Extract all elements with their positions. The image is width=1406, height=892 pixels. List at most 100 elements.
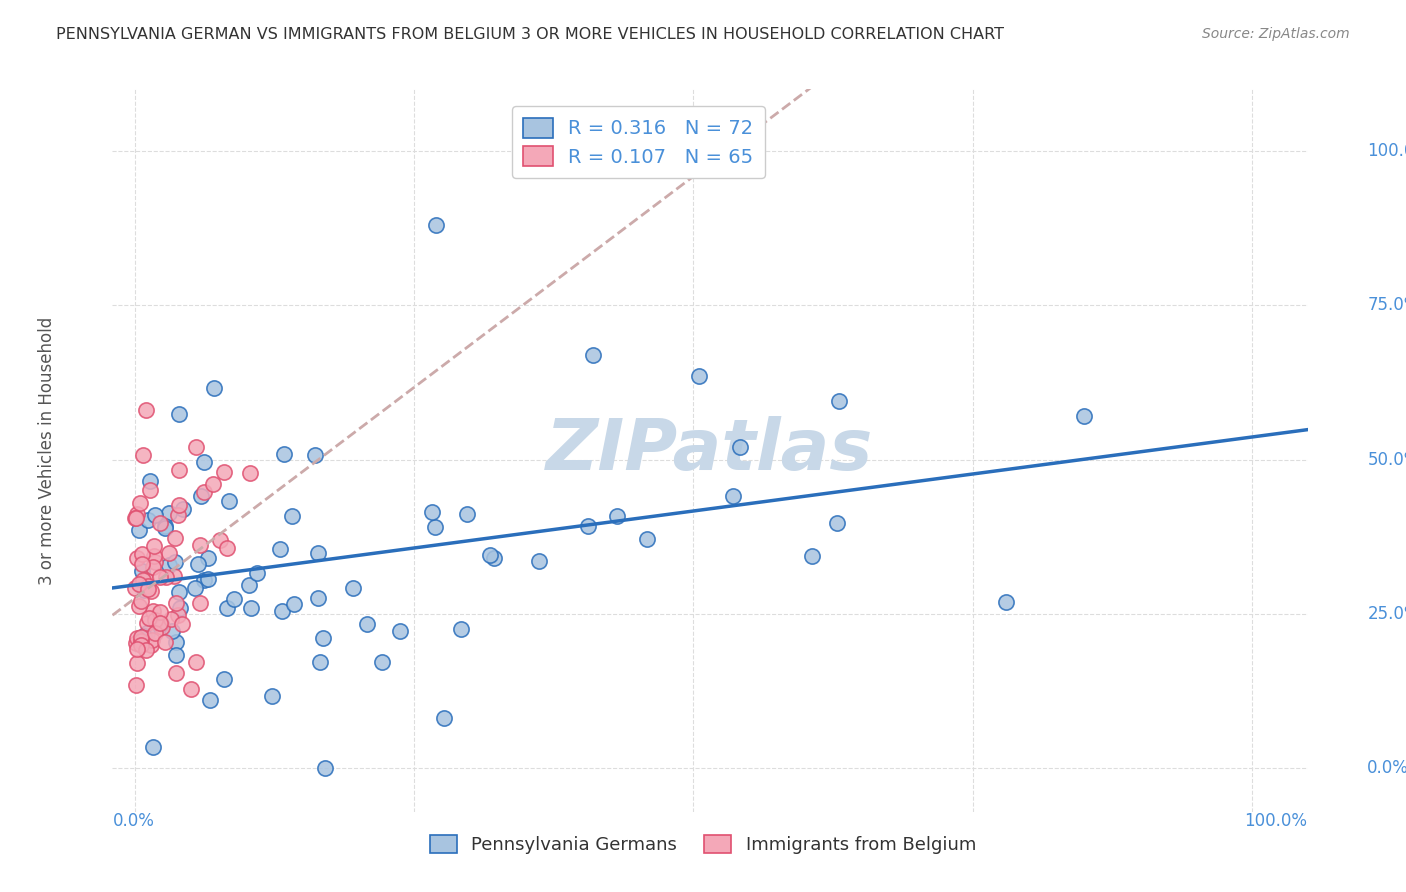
Point — [172, 502, 194, 516]
Point — [139, 474, 162, 488]
Point — [356, 616, 378, 631]
Point — [186, 441, 208, 455]
Point — [371, 655, 394, 669]
Point — [165, 596, 187, 610]
Point — [149, 605, 172, 619]
Point — [125, 656, 148, 670]
Point — [131, 558, 153, 572]
Point — [135, 573, 157, 587]
Point — [135, 625, 157, 640]
Point — [153, 519, 176, 533]
Point — [165, 635, 187, 649]
Point — [135, 403, 157, 417]
Point — [825, 516, 848, 530]
Point — [170, 617, 193, 632]
Point — [193, 573, 215, 587]
Point — [388, 624, 411, 638]
Point — [129, 630, 152, 644]
Text: PENNSYLVANIA GERMAN VS IMMIGRANTS FROM BELGIUM 3 OR MORE VEHICLES IN HOUSEHOLD C: PENNSYLVANIA GERMAN VS IMMIGRANTS FROM B… — [56, 27, 1004, 42]
Point — [127, 631, 149, 645]
Point — [149, 616, 172, 631]
Point — [184, 581, 207, 595]
Point — [188, 538, 211, 552]
Text: 3 or more Vehicles in Household: 3 or more Vehicles in Household — [38, 317, 56, 584]
Point — [136, 579, 159, 593]
Point — [606, 508, 628, 523]
Text: 0.0%: 0.0% — [112, 812, 155, 830]
Point — [169, 498, 191, 512]
Point — [157, 545, 180, 559]
Point — [169, 600, 191, 615]
Point — [153, 635, 176, 649]
Point — [212, 672, 235, 686]
Point — [139, 584, 162, 599]
Point — [271, 604, 294, 618]
Text: 25.0%: 25.0% — [1368, 605, 1406, 624]
Point — [304, 448, 326, 462]
Point — [482, 550, 505, 565]
Point — [138, 611, 160, 625]
Point — [143, 625, 166, 640]
Point — [165, 555, 187, 569]
Point — [125, 510, 148, 524]
Point — [828, 394, 851, 409]
Point — [163, 569, 186, 583]
Point — [582, 348, 605, 362]
Point — [136, 582, 159, 596]
Point — [141, 632, 163, 647]
Point — [135, 643, 157, 657]
Point — [215, 541, 238, 556]
Point — [128, 523, 150, 537]
Point — [162, 624, 184, 639]
Text: 75.0%: 75.0% — [1368, 296, 1406, 314]
Point — [136, 615, 159, 630]
Point — [239, 467, 262, 481]
Point — [307, 591, 329, 605]
Point — [139, 483, 162, 497]
Point — [138, 513, 160, 527]
Text: Source: ZipAtlas.com: Source: ZipAtlas.com — [1202, 27, 1350, 41]
Point — [281, 509, 304, 524]
Point — [238, 577, 260, 591]
Point — [166, 607, 188, 622]
Point — [169, 407, 191, 421]
Point — [149, 570, 172, 584]
Point — [576, 519, 599, 533]
Point — [308, 655, 330, 669]
Text: 100.0%: 100.0% — [1368, 142, 1406, 160]
Point — [150, 620, 173, 634]
Point — [143, 555, 166, 569]
Point — [208, 533, 231, 547]
Point — [180, 682, 202, 697]
Point — [143, 613, 166, 627]
Point — [342, 581, 364, 595]
Point — [143, 549, 166, 564]
Point — [124, 636, 146, 650]
Point — [149, 516, 172, 530]
Point — [801, 549, 824, 563]
Point — [273, 447, 295, 461]
Point — [197, 550, 219, 565]
Point — [165, 531, 187, 545]
Point — [125, 678, 148, 692]
Point — [456, 507, 478, 521]
Point — [527, 554, 550, 568]
Point — [214, 465, 236, 479]
Point — [131, 548, 153, 562]
Point — [218, 494, 240, 508]
Point — [312, 631, 335, 645]
Point — [187, 557, 209, 571]
Point — [132, 449, 155, 463]
Point — [307, 546, 329, 560]
Point — [728, 440, 751, 454]
Point — [145, 508, 167, 523]
Point — [193, 485, 215, 500]
Legend: R = 0.316   N = 72, R = 0.107   N = 65: R = 0.316 N = 72, R = 0.107 N = 65 — [512, 106, 765, 178]
Point — [240, 600, 263, 615]
Point — [165, 666, 187, 681]
Point — [314, 762, 336, 776]
Point — [450, 622, 472, 636]
Point — [636, 532, 658, 546]
Point — [129, 638, 152, 652]
Point — [129, 496, 152, 510]
